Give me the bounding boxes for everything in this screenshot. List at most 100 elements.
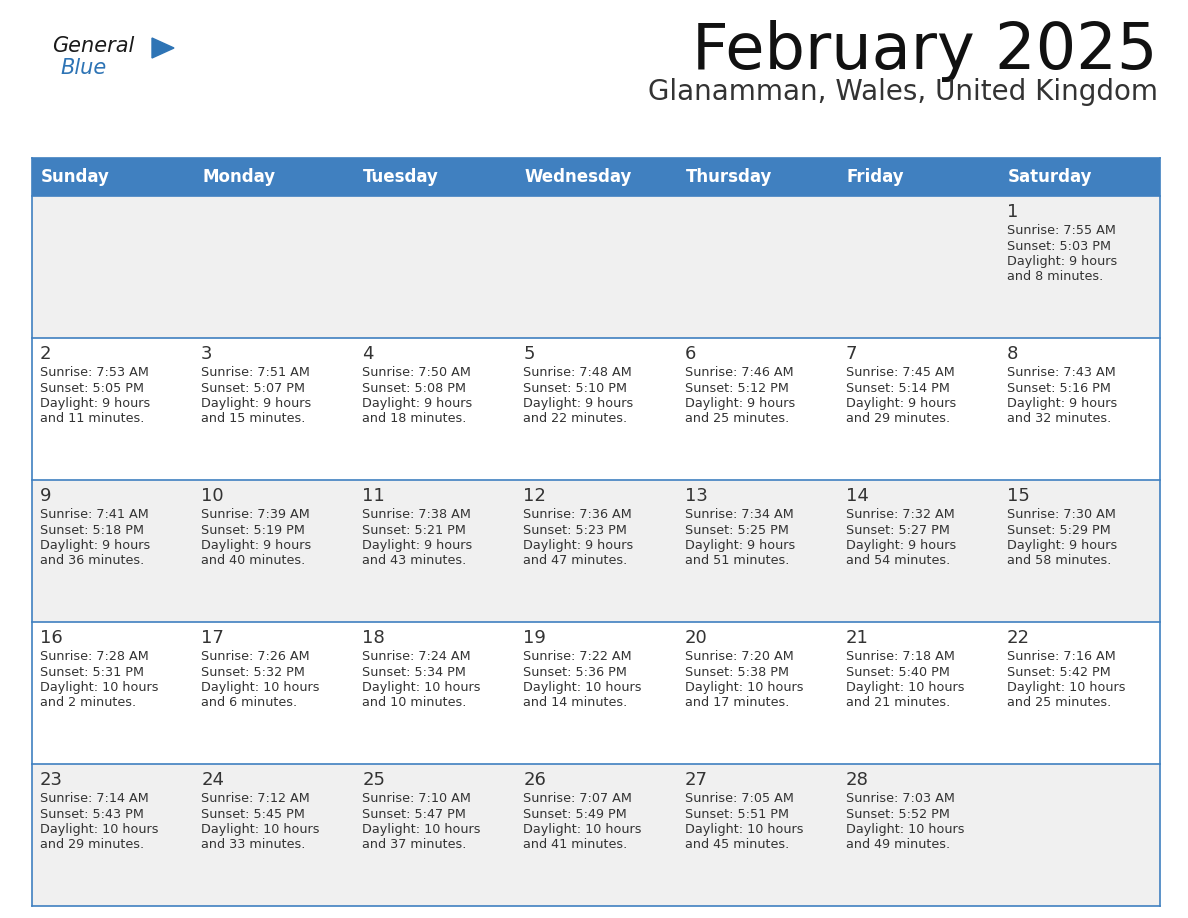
Bar xyxy=(32,196,194,338)
Bar xyxy=(999,622,1159,764)
Text: Sunset: 5:52 PM: Sunset: 5:52 PM xyxy=(846,808,949,821)
Text: Daylight: 9 hours: Daylight: 9 hours xyxy=(1007,539,1117,552)
Text: Sunrise: 7:36 AM: Sunrise: 7:36 AM xyxy=(524,508,632,521)
Bar xyxy=(838,622,999,764)
Text: Sunset: 5:45 PM: Sunset: 5:45 PM xyxy=(201,808,305,821)
Text: and 22 minutes.: and 22 minutes. xyxy=(524,412,627,426)
Bar xyxy=(677,158,838,196)
Text: Glanamman, Wales, United Kingdom: Glanamman, Wales, United Kingdom xyxy=(647,78,1158,106)
Text: Sunrise: 7:43 AM: Sunrise: 7:43 AM xyxy=(1007,366,1116,379)
Text: 13: 13 xyxy=(684,487,707,505)
Text: and 41 minutes.: and 41 minutes. xyxy=(524,838,627,852)
Text: and 49 minutes.: and 49 minutes. xyxy=(846,838,950,852)
Text: 23: 23 xyxy=(40,771,63,789)
Bar xyxy=(32,622,194,764)
Bar xyxy=(677,622,838,764)
Text: and 18 minutes.: and 18 minutes. xyxy=(362,412,467,426)
Text: Sunrise: 7:51 AM: Sunrise: 7:51 AM xyxy=(201,366,310,379)
Text: and 40 minutes.: and 40 minutes. xyxy=(201,554,305,567)
Text: and 11 minutes.: and 11 minutes. xyxy=(40,412,145,426)
Text: Sunset: 5:38 PM: Sunset: 5:38 PM xyxy=(684,666,789,678)
Text: Sunset: 5:03 PM: Sunset: 5:03 PM xyxy=(1007,240,1111,252)
Text: Thursday: Thursday xyxy=(685,168,772,186)
Text: Sunset: 5:14 PM: Sunset: 5:14 PM xyxy=(846,382,949,395)
Text: 27: 27 xyxy=(684,771,708,789)
Text: and 17 minutes.: and 17 minutes. xyxy=(684,697,789,710)
Text: and 33 minutes.: and 33 minutes. xyxy=(201,838,305,852)
Text: 26: 26 xyxy=(524,771,546,789)
Bar xyxy=(354,158,516,196)
Text: Daylight: 10 hours: Daylight: 10 hours xyxy=(40,681,158,694)
Bar xyxy=(194,158,354,196)
Text: Daylight: 9 hours: Daylight: 9 hours xyxy=(40,397,150,410)
Text: Sunset: 5:18 PM: Sunset: 5:18 PM xyxy=(40,523,144,536)
Text: Sunset: 5:25 PM: Sunset: 5:25 PM xyxy=(684,523,789,536)
Bar xyxy=(32,338,194,480)
Text: 4: 4 xyxy=(362,345,374,363)
Bar xyxy=(354,764,516,906)
Bar xyxy=(677,764,838,906)
Bar xyxy=(838,196,999,338)
Text: 7: 7 xyxy=(846,345,858,363)
Text: Sunset: 5:31 PM: Sunset: 5:31 PM xyxy=(40,666,144,678)
Text: and 14 minutes.: and 14 minutes. xyxy=(524,697,627,710)
Text: Sunrise: 7:24 AM: Sunrise: 7:24 AM xyxy=(362,650,470,663)
Text: Sunset: 5:43 PM: Sunset: 5:43 PM xyxy=(40,808,144,821)
Text: Daylight: 10 hours: Daylight: 10 hours xyxy=(40,823,158,836)
Bar xyxy=(999,196,1159,338)
Text: 8: 8 xyxy=(1007,345,1018,363)
Text: Tuesday: Tuesday xyxy=(364,168,440,186)
Text: Sunrise: 7:41 AM: Sunrise: 7:41 AM xyxy=(40,508,148,521)
Bar xyxy=(677,338,838,480)
Text: and 37 minutes.: and 37 minutes. xyxy=(362,838,467,852)
Text: 22: 22 xyxy=(1007,629,1030,647)
Text: General: General xyxy=(52,36,134,56)
Text: Saturday: Saturday xyxy=(1007,168,1092,186)
Bar xyxy=(32,764,194,906)
Text: Daylight: 9 hours: Daylight: 9 hours xyxy=(1007,397,1117,410)
Text: Sunrise: 7:53 AM: Sunrise: 7:53 AM xyxy=(40,366,148,379)
Text: 21: 21 xyxy=(846,629,868,647)
Bar xyxy=(354,338,516,480)
Text: Sunset: 5:47 PM: Sunset: 5:47 PM xyxy=(362,808,466,821)
Bar xyxy=(999,338,1159,480)
Text: Sunset: 5:21 PM: Sunset: 5:21 PM xyxy=(362,523,466,536)
Text: Daylight: 10 hours: Daylight: 10 hours xyxy=(684,681,803,694)
Bar xyxy=(999,764,1159,906)
Text: Sunrise: 7:22 AM: Sunrise: 7:22 AM xyxy=(524,650,632,663)
Text: Sunrise: 7:20 AM: Sunrise: 7:20 AM xyxy=(684,650,794,663)
Text: Daylight: 9 hours: Daylight: 9 hours xyxy=(362,397,473,410)
Text: Sunset: 5:42 PM: Sunset: 5:42 PM xyxy=(1007,666,1111,678)
Text: Daylight: 9 hours: Daylight: 9 hours xyxy=(684,539,795,552)
Text: 14: 14 xyxy=(846,487,868,505)
Text: Daylight: 10 hours: Daylight: 10 hours xyxy=(846,681,965,694)
Text: 25: 25 xyxy=(362,771,385,789)
Bar xyxy=(516,338,677,480)
Text: Friday: Friday xyxy=(847,168,904,186)
Text: Sunset: 5:32 PM: Sunset: 5:32 PM xyxy=(201,666,305,678)
Text: Daylight: 9 hours: Daylight: 9 hours xyxy=(1007,255,1117,268)
Text: Sunset: 5:10 PM: Sunset: 5:10 PM xyxy=(524,382,627,395)
Text: Daylight: 10 hours: Daylight: 10 hours xyxy=(846,823,965,836)
Text: Daylight: 10 hours: Daylight: 10 hours xyxy=(362,681,481,694)
Text: Sunset: 5:34 PM: Sunset: 5:34 PM xyxy=(362,666,466,678)
Bar xyxy=(516,764,677,906)
Text: and 2 minutes.: and 2 minutes. xyxy=(40,697,137,710)
Text: Daylight: 10 hours: Daylight: 10 hours xyxy=(684,823,803,836)
Text: Sunset: 5:29 PM: Sunset: 5:29 PM xyxy=(1007,523,1111,536)
Bar xyxy=(516,196,677,338)
Text: and 58 minutes.: and 58 minutes. xyxy=(1007,554,1111,567)
Bar xyxy=(999,480,1159,622)
Text: Sunrise: 7:26 AM: Sunrise: 7:26 AM xyxy=(201,650,310,663)
Bar xyxy=(32,480,194,622)
Text: Daylight: 9 hours: Daylight: 9 hours xyxy=(684,397,795,410)
Text: 20: 20 xyxy=(684,629,707,647)
Text: Sunrise: 7:46 AM: Sunrise: 7:46 AM xyxy=(684,366,794,379)
Text: Daylight: 9 hours: Daylight: 9 hours xyxy=(201,397,311,410)
Bar xyxy=(354,196,516,338)
Text: and 32 minutes.: and 32 minutes. xyxy=(1007,412,1111,426)
Text: and 51 minutes.: and 51 minutes. xyxy=(684,554,789,567)
Text: 6: 6 xyxy=(684,345,696,363)
Text: and 6 minutes.: and 6 minutes. xyxy=(201,697,297,710)
Text: Daylight: 9 hours: Daylight: 9 hours xyxy=(201,539,311,552)
